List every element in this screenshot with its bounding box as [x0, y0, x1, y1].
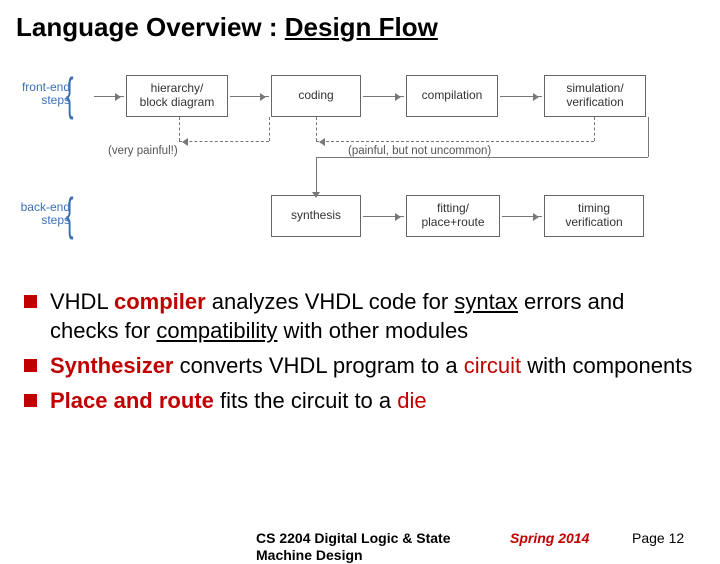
bullet-text: fits the circuit to a — [214, 388, 397, 413]
connector — [269, 117, 270, 141]
flow-box: timingverification — [544, 195, 644, 237]
feedback-arrow — [179, 141, 269, 142]
bullet-text: with components — [521, 353, 692, 378]
title-prefix: Language Overview : — [16, 12, 285, 42]
arrow-icon — [363, 216, 404, 217]
brace-icon: { — [66, 71, 74, 117]
flow-box: hierarchy/block diagram — [126, 75, 228, 117]
flow-box: compilation — [406, 75, 498, 117]
footer-page: Page 12 — [632, 530, 684, 546]
bullet-text: with other modules — [277, 318, 468, 343]
feedback-note: (painful, but not uncommon) — [348, 145, 491, 157]
connector — [316, 157, 648, 158]
bullet-item: Place and route fits the circuit to a di… — [50, 386, 698, 415]
connector — [594, 117, 595, 141]
bullet-text: die — [397, 388, 426, 413]
bullet-text: syntax — [454, 289, 518, 314]
back-end-label: back-endsteps — [14, 201, 70, 227]
bullet-list: VHDL compiler analyzes VHDL code for syn… — [16, 287, 704, 415]
flow-box: fitting/place+route — [406, 195, 500, 237]
bullet-text: compatibility — [156, 318, 277, 343]
bullet-text: Synthesizer — [50, 353, 174, 378]
connector — [179, 117, 180, 141]
bullet-text: Place and route — [50, 388, 214, 413]
brace-icon: { — [66, 191, 74, 237]
arrow-icon — [94, 96, 124, 97]
flow-box: coding — [271, 75, 361, 117]
bullet-text: converts VHDL program to a — [174, 353, 464, 378]
connector — [316, 157, 317, 194]
slide: Language Overview : Design Flow front-en… — [0, 0, 720, 540]
flow-box: simulation/verification — [544, 75, 646, 117]
bullet-text: compiler — [114, 289, 206, 314]
slide-title: Language Overview : Design Flow — [16, 12, 704, 43]
arrow-icon — [230, 96, 269, 97]
design-flow-diagram: front-endsteps { back-endsteps { hierarc… — [16, 53, 704, 263]
bullet-text: circuit — [464, 353, 521, 378]
title-underlined: Design Flow — [285, 12, 438, 42]
connector — [316, 117, 317, 141]
arrowhead-icon — [312, 192, 320, 202]
feedback-arrow — [316, 141, 594, 142]
arrow-icon — [502, 216, 542, 217]
front-end-label: front-endsteps — [14, 81, 70, 107]
connector — [648, 117, 649, 157]
arrow-icon — [363, 96, 404, 97]
footer-semester: Spring 2014 — [510, 530, 589, 546]
bullet-item: Synthesizer converts VHDL program to a c… — [50, 351, 698, 380]
feedback-note: (very painful!) — [108, 145, 178, 157]
bullet-item: VHDL compiler analyzes VHDL code for syn… — [50, 287, 698, 345]
bullet-text: VHDL — [50, 289, 114, 314]
footer-course: CS 2204 Digital Logic & State Machine De… — [256, 530, 456, 564]
arrow-icon — [500, 96, 542, 97]
bullet-text: analyzes VHDL code for — [206, 289, 455, 314]
